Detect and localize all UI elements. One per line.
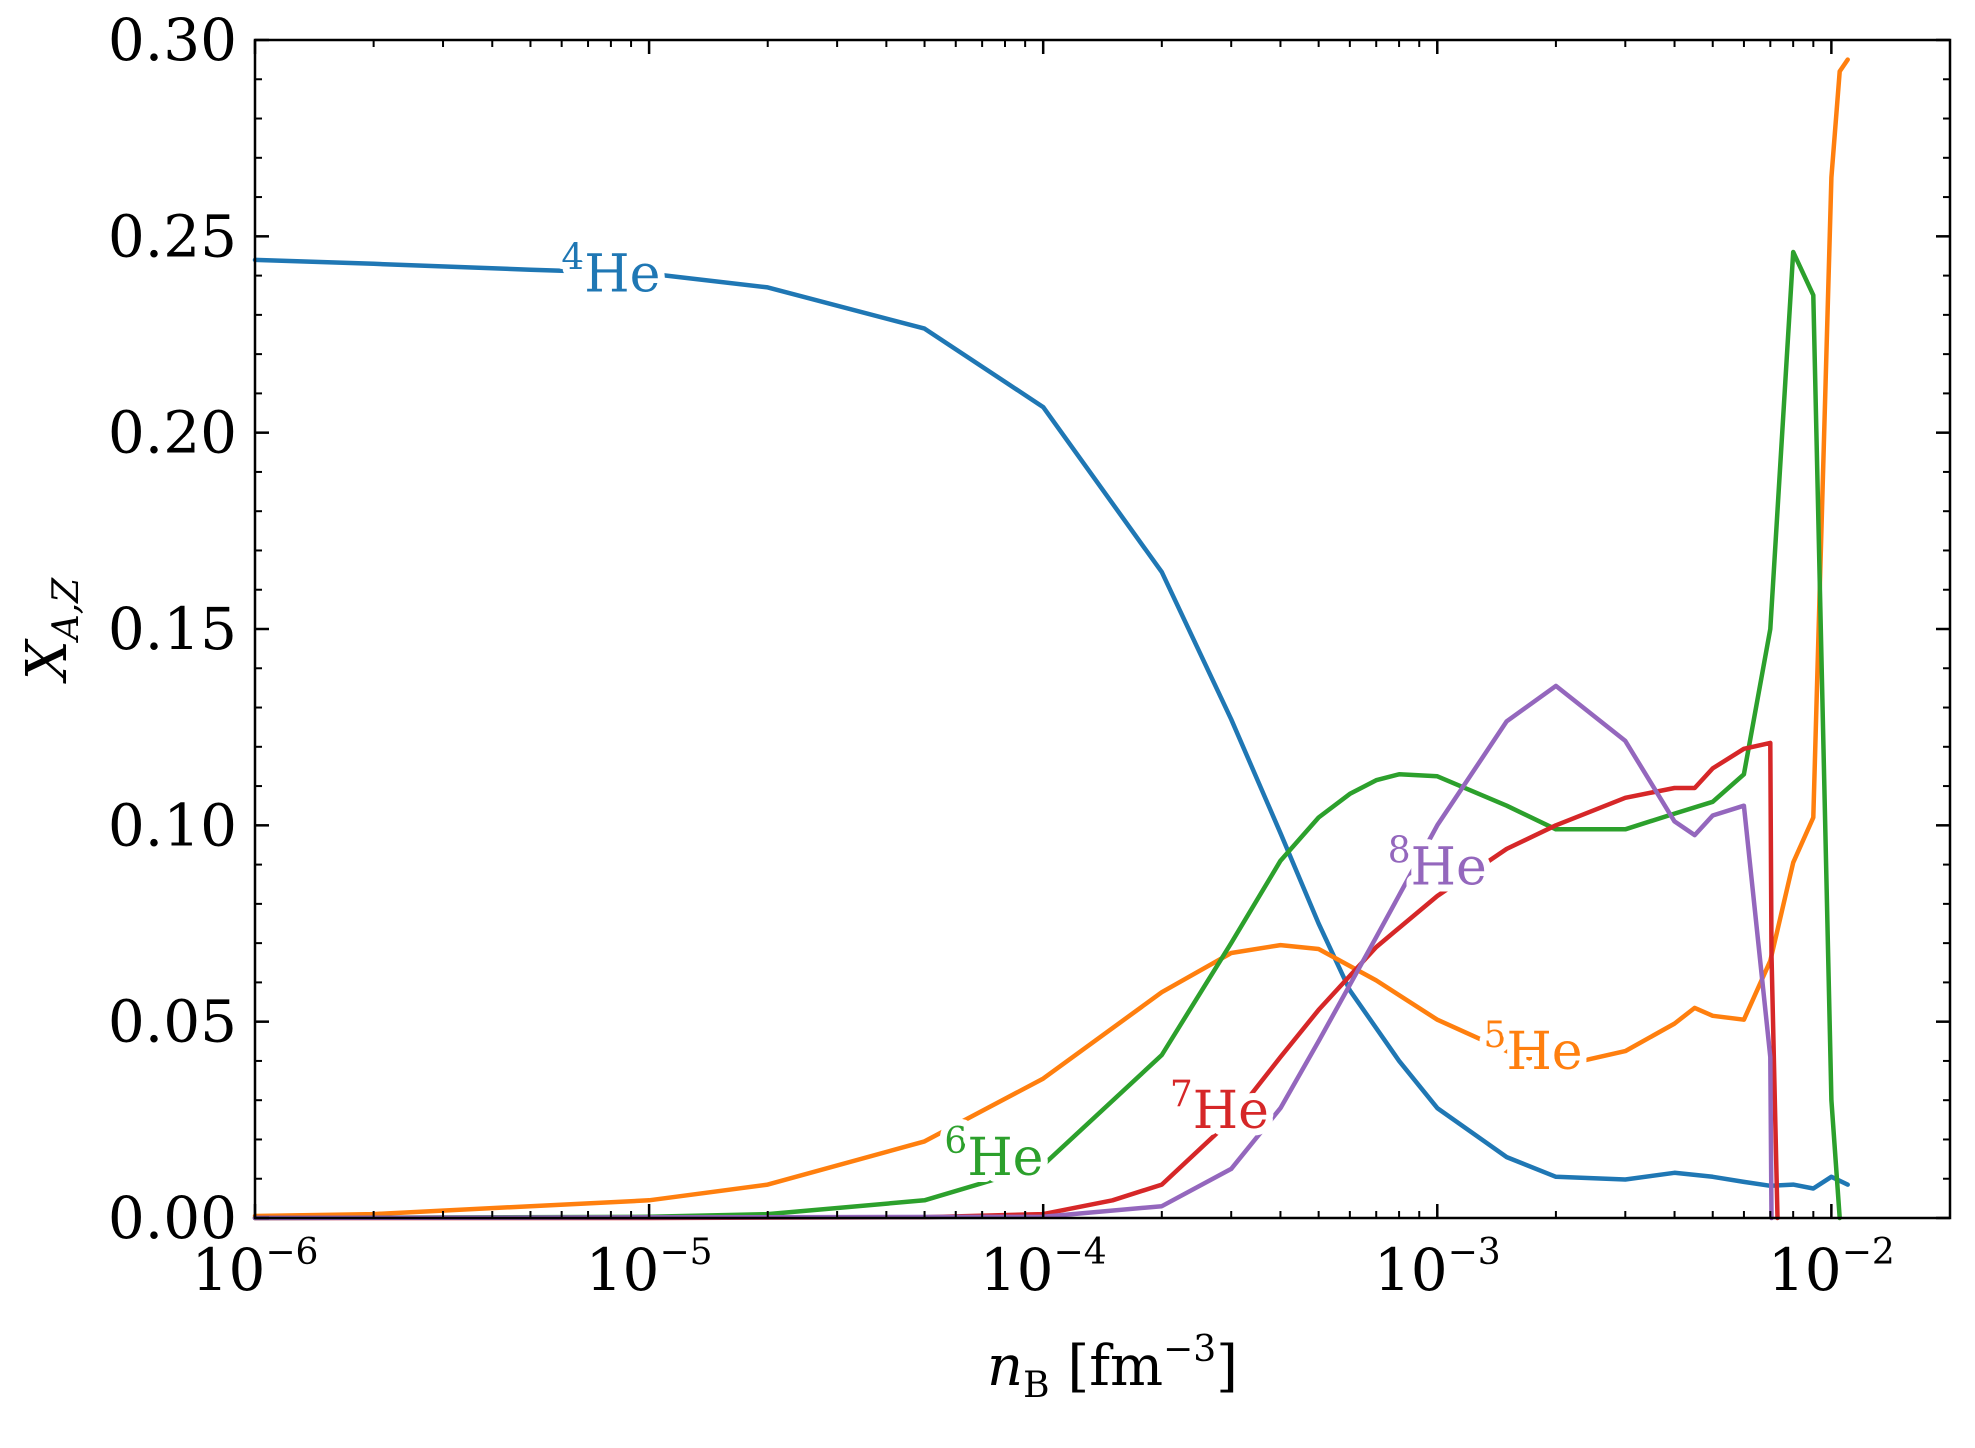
- y-tick-label: 0.20: [108, 399, 237, 467]
- series-layer: [252, 57, 1850, 1221]
- y-tick-label: 0.05: [108, 988, 237, 1056]
- x-tick-label: 10−3: [1374, 1232, 1501, 1304]
- x-axis-unit-open: [: [1067, 1334, 1089, 1399]
- series-6He-line: [252, 249, 1842, 1221]
- x-axis-unit-exp: −3: [1163, 1329, 1216, 1370]
- y-axis-var: X: [15, 638, 80, 684]
- x-tick-label: 10−2: [1768, 1232, 1895, 1304]
- plot-frame: [253, 38, 1952, 1220]
- series-4He-label: 4He: [561, 238, 660, 305]
- x-axis-unit: fm: [1089, 1334, 1163, 1399]
- series-5He-line: [252, 57, 1850, 1219]
- x-axis-var: n: [987, 1334, 1023, 1399]
- y-tick-label: 0.30: [108, 6, 237, 74]
- series-8He-line: [252, 683, 1774, 1221]
- x-tick-label: 10−4: [980, 1232, 1107, 1304]
- x-tick-label: 10−6: [192, 1232, 319, 1304]
- tick-label-layer: 0.00 0.05 0.10 0.15 0.20 0.25 0.30 10−6 10−5 10−4…: [108, 6, 1895, 1304]
- y-tick-label: 0.25: [108, 202, 237, 270]
- x-axis-label: nB [fm−3]: [987, 1329, 1238, 1406]
- y-axis-label: XA,Z: [15, 577, 87, 684]
- y-tick-label: 0.10: [108, 791, 237, 859]
- y-tick-label: 0.15: [108, 595, 237, 663]
- x-axis-sub: B: [1023, 1365, 1049, 1406]
- y-tick-label: 0.00: [108, 1184, 237, 1252]
- series-5He-label: 5He: [1484, 1015, 1583, 1082]
- series-8He-label: 8He: [1388, 831, 1487, 898]
- series-7He-line: [252, 740, 1780, 1221]
- y-axis-sub: A,Z: [46, 577, 87, 643]
- x-axis-unit-close: ]: [1216, 1334, 1238, 1399]
- x-tick-label: 10−5: [586, 1232, 713, 1304]
